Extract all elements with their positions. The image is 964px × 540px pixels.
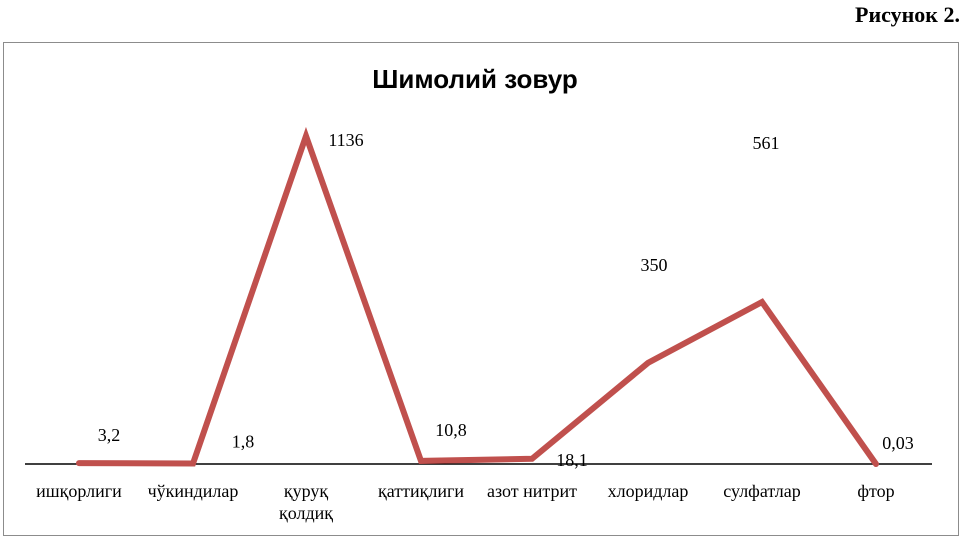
data-label: 3,2	[98, 425, 121, 445]
x-tick-label: қуруқ қолдиқ	[279, 481, 333, 523]
x-tick-label: фтор	[857, 481, 894, 501]
series-line	[76, 126, 879, 467]
data-label: 10,8	[435, 420, 467, 440]
x-tick-label: ишқорлиги	[36, 481, 122, 501]
data-point	[305, 135, 307, 137]
data-point	[420, 459, 422, 462]
data-label: 561	[753, 133, 780, 153]
plot-area: 3,2 1,8 1136 10,8 18,1 350 561 0,03 ишқорлиги чўк…	[25, 126, 932, 523]
x-tick-label: чўкиндилар	[148, 481, 239, 501]
x-tick-label: азот нитрит	[487, 481, 577, 501]
data-label: 1,8	[232, 431, 255, 451]
data-point	[875, 463, 877, 465]
data-label: 1136	[328, 130, 363, 150]
x-tick-label: қаттиқлиги	[378, 481, 464, 501]
data-label: 350	[641, 255, 668, 275]
data-label: 18,1	[556, 450, 588, 470]
x-tick-label: хлоридлар	[608, 481, 689, 501]
data-point	[761, 301, 763, 303]
data-point	[192, 462, 194, 465]
x-tick-label: сулфатлар	[723, 481, 801, 501]
figure-caption: Рисунок 2.	[855, 2, 960, 27]
chart-title: Шимолий зовур	[372, 64, 577, 94]
data-point	[647, 361, 649, 364]
chart-frame	[3, 42, 959, 536]
data-point	[531, 457, 533, 460]
data-label: 0,03	[882, 433, 914, 453]
data-point	[78, 462, 80, 465]
